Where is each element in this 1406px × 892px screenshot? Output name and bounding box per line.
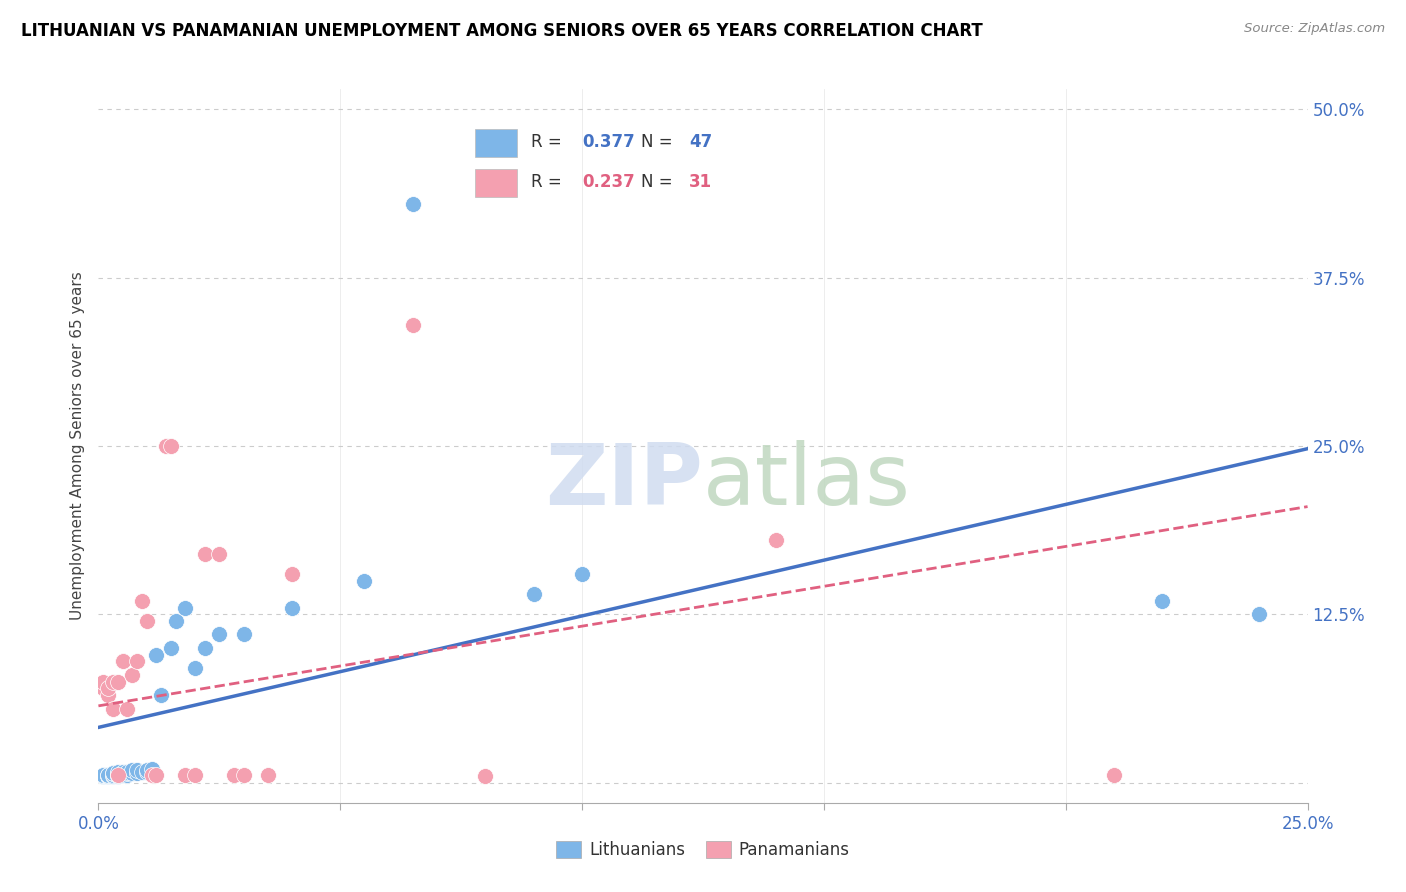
Text: 31: 31 [689, 173, 711, 191]
Point [111, 766, 134, 780]
Point [117, 764, 139, 779]
Point [165, 614, 187, 628]
Point [91, 681, 114, 696]
Text: R =: R = [531, 134, 562, 152]
Point [107, 767, 129, 781]
Point [281, 566, 304, 581]
Point [281, 600, 304, 615]
Point [127, 766, 149, 780]
Point [107, 769, 129, 783]
Point [127, 655, 149, 669]
Point [135, 614, 157, 628]
Point [91, 767, 114, 781]
Point [184, 767, 207, 781]
Point [111, 764, 134, 779]
Point [127, 764, 149, 778]
Point [208, 547, 231, 561]
FancyBboxPatch shape [475, 169, 517, 196]
Point [184, 661, 207, 675]
Text: R =: R = [531, 173, 562, 191]
Point [121, 764, 143, 778]
Point [121, 766, 143, 780]
Point [91, 769, 114, 783]
Point [117, 767, 139, 781]
Point [222, 767, 245, 781]
Point [107, 764, 129, 779]
Point [111, 655, 134, 669]
Legend: Lithuanians, Panamanians: Lithuanians, Panamanians [550, 834, 856, 866]
Point [232, 627, 254, 641]
Point [145, 767, 167, 781]
Point [101, 769, 124, 783]
Point [232, 767, 254, 781]
Point [174, 600, 197, 615]
Text: 47: 47 [689, 134, 713, 152]
Point [117, 701, 139, 715]
Point [141, 767, 163, 781]
Point [111, 767, 134, 781]
Point [101, 766, 124, 780]
Point [194, 640, 217, 655]
Point [91, 767, 114, 781]
Point [97, 767, 120, 781]
Point [1249, 607, 1271, 622]
Point [107, 766, 129, 780]
Point [111, 655, 134, 669]
Point [131, 594, 153, 608]
Y-axis label: Unemployment Among Seniors over 65 years: Unemployment Among Seniors over 65 years [69, 272, 84, 620]
Point [107, 767, 129, 781]
Point [107, 674, 129, 689]
Text: Source: ZipAtlas.com: Source: ZipAtlas.com [1244, 22, 1385, 36]
Point [135, 764, 157, 779]
Point [101, 766, 124, 780]
Point [97, 767, 120, 781]
Text: ZIP: ZIP [546, 440, 703, 524]
Point [141, 762, 163, 776]
Point [97, 688, 120, 702]
Text: 0.377: 0.377 [582, 134, 636, 152]
Point [97, 769, 120, 783]
Point [474, 769, 496, 783]
Point [91, 769, 114, 783]
Text: LITHUANIAN VS PANAMANIAN UNEMPLOYMENT AMONG SENIORS OVER 65 YEARS CORRELATION CH: LITHUANIAN VS PANAMANIAN UNEMPLOYMENT AM… [21, 22, 983, 40]
Text: atlas: atlas [703, 440, 911, 524]
Point [121, 668, 143, 682]
Point [1102, 767, 1125, 781]
Point [353, 574, 375, 588]
Point [402, 196, 425, 211]
Point [97, 681, 120, 696]
Point [117, 766, 139, 780]
Point [101, 674, 124, 689]
Point [91, 769, 114, 783]
Point [145, 648, 167, 662]
Point [765, 533, 787, 548]
Point [571, 566, 593, 581]
Point [101, 701, 124, 715]
Point [402, 318, 425, 332]
Point [135, 764, 157, 778]
Point [101, 767, 124, 781]
Text: N =: N = [641, 134, 672, 152]
Point [523, 587, 546, 601]
Text: 0.237: 0.237 [582, 173, 636, 191]
Point [174, 767, 197, 781]
Point [208, 627, 231, 641]
Point [155, 439, 177, 453]
Point [160, 439, 183, 453]
Point [131, 764, 153, 779]
Point [194, 547, 217, 561]
Point [256, 767, 278, 781]
Text: N =: N = [641, 173, 672, 191]
Point [1152, 594, 1174, 608]
FancyBboxPatch shape [475, 129, 517, 157]
Point [91, 674, 114, 689]
Point [97, 769, 120, 783]
Point [160, 640, 183, 655]
Point [150, 688, 173, 702]
